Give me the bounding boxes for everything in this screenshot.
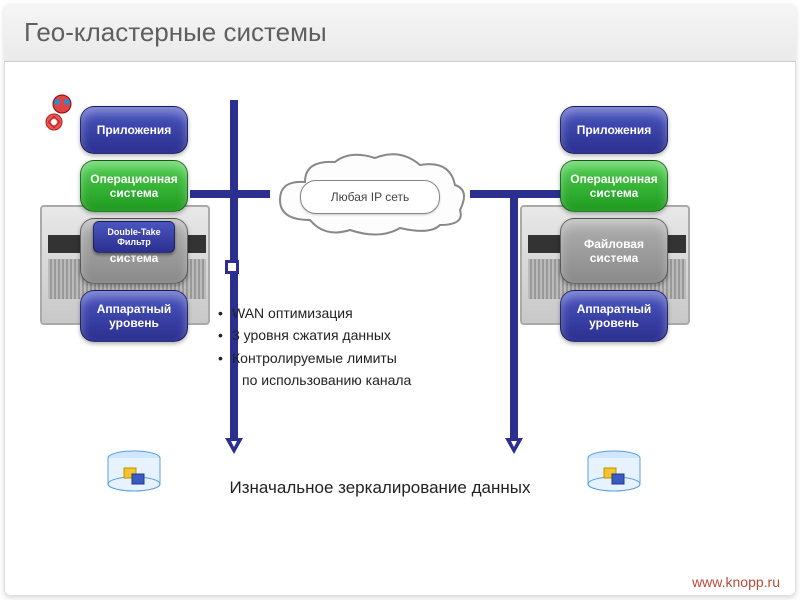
pipe xyxy=(190,190,270,198)
label: Любая IP сеть xyxy=(331,190,409,204)
node-hw: Аппаратныйуровень xyxy=(80,290,188,342)
bottom-caption: Изначальное зеркалирование данных xyxy=(210,478,550,498)
footer-url: www.knopp.ru xyxy=(692,574,780,590)
node-hw: Аппаратныйуровень xyxy=(560,290,668,342)
label: Аппаратныйуровень xyxy=(577,302,652,330)
title-bar: Гео-кластерные системы xyxy=(4,4,796,62)
node-fs: Файловаясистема xyxy=(560,218,668,284)
list-item: 3 уровня сжатия данных xyxy=(218,324,528,346)
page-title: Гео-кластерные системы xyxy=(24,17,327,48)
node-apps: Приложения xyxy=(80,106,188,154)
config-icon xyxy=(42,92,82,132)
node-os: Операционнаясистема xyxy=(560,160,668,212)
list-item: по использованию канала xyxy=(218,369,528,391)
pipe-junction xyxy=(225,260,239,274)
list-item: WAN оптимизация xyxy=(218,302,528,324)
label: Double-TakeФильтр xyxy=(107,227,160,247)
arrow-down-icon xyxy=(505,438,523,454)
cloud-label: Любая IP сеть xyxy=(300,180,440,214)
node-os: Операционнаясистема xyxy=(80,160,188,212)
label: Файловаясистема xyxy=(584,237,644,265)
database-icon xyxy=(586,450,642,492)
label: Приложения xyxy=(577,123,652,137)
label: Операционнаясистема xyxy=(570,172,658,200)
list-item: Контролируемые лимиты xyxy=(218,347,528,369)
node-apps: Приложения xyxy=(560,106,668,154)
arrow-down-icon xyxy=(225,438,243,454)
label: Операционнаясистема xyxy=(90,172,178,200)
database-icon xyxy=(106,450,162,492)
bullet-list: WAN оптимизация 3 уровня сжатия данных К… xyxy=(218,302,528,392)
label: Аппаратныйуровень xyxy=(97,302,172,330)
stack-right: Приложения Операционнаясистема Файловаяс… xyxy=(560,106,668,348)
label: Приложения xyxy=(97,123,172,137)
node-double-take: Double-TakeФильтр xyxy=(93,221,175,253)
